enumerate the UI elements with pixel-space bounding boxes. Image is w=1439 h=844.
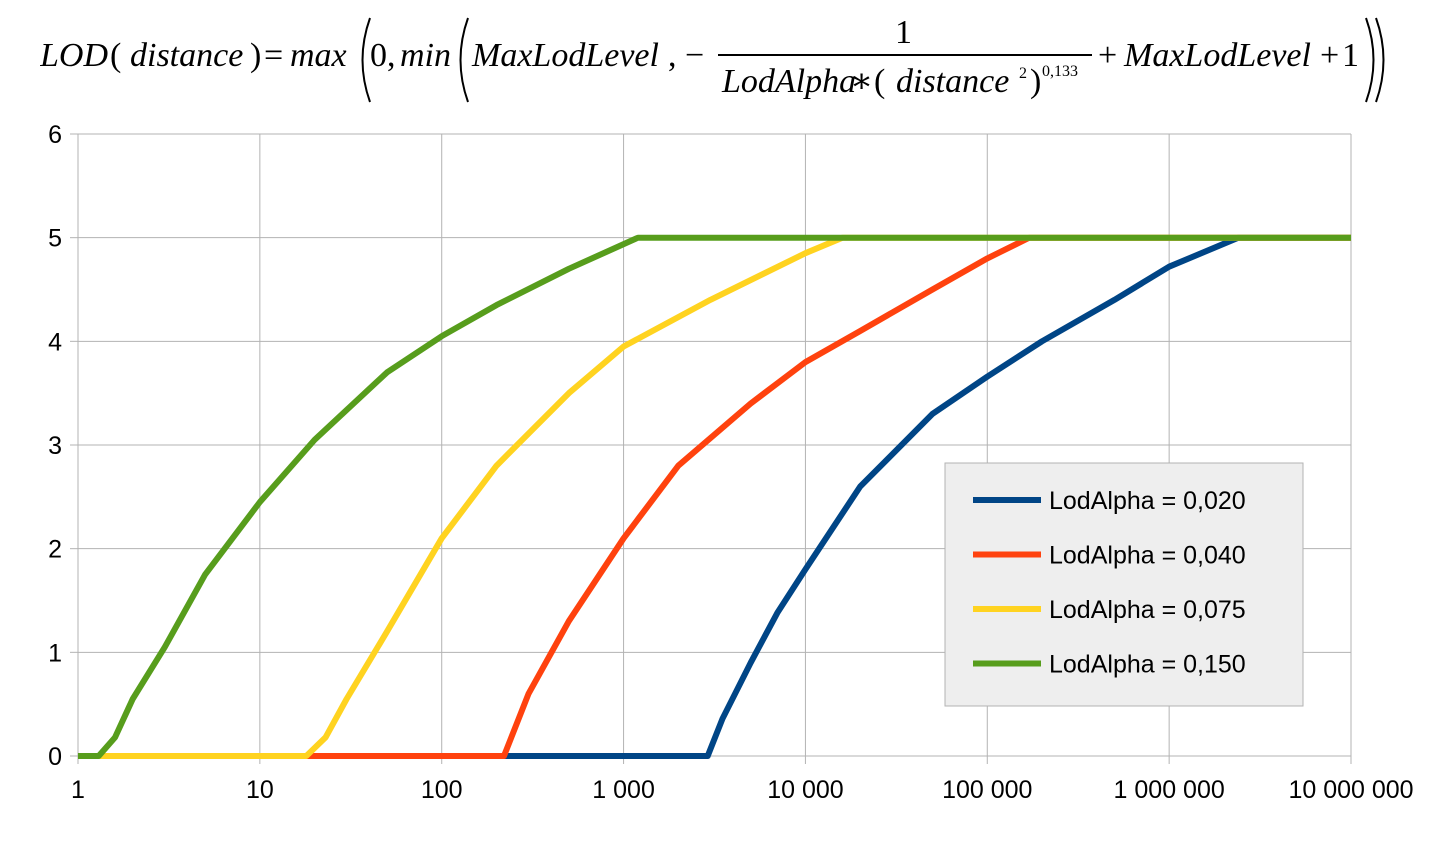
big-paren-right xyxy=(1375,17,1385,103)
formula-paren: ) xyxy=(1030,63,1041,100)
formula-fn-max: max xyxy=(290,37,347,74)
big-paren-right xyxy=(1365,17,1375,103)
legend-label: LodAlpha = 0,020 xyxy=(1049,487,1246,515)
legend-label: LodAlpha = 0,040 xyxy=(1049,542,1246,570)
formula-max-level: MaxLodLevel xyxy=(471,37,659,74)
formula-lhs-arg: distance xyxy=(130,37,243,74)
x-tick-label: 1 000 000 xyxy=(1114,776,1225,804)
y-tick-label: 1 xyxy=(48,639,62,667)
formula-lhs: LOD xyxy=(40,37,108,74)
x-tick-label: 100 xyxy=(421,776,463,804)
formula-den-distance: distance xyxy=(896,63,1009,100)
x-tick-label: 1 000 xyxy=(592,776,655,804)
series-line xyxy=(78,234,1351,759)
legend-label: LodAlpha = 0,075 xyxy=(1049,596,1246,624)
y-tick-label: 2 xyxy=(48,536,62,564)
series-line xyxy=(78,234,1351,759)
x-tick-label: 10 000 000 xyxy=(1288,776,1413,804)
formula-paren: ) xyxy=(250,37,261,74)
formula-max-level-2: MaxLodLevel xyxy=(1123,37,1311,74)
big-paren-left xyxy=(459,17,469,103)
formula-den-alpha: LodAlpha xyxy=(721,63,856,100)
y-tick-label: 4 xyxy=(48,328,62,356)
formula-minus: − xyxy=(685,37,704,74)
y-tick-label: 0 xyxy=(48,743,62,771)
formula-den-star: ∗ xyxy=(850,63,873,100)
x-tick-label: 10 000 xyxy=(767,776,843,804)
formula-one: 1 xyxy=(1342,37,1359,74)
series-line xyxy=(78,234,1351,759)
formula-eq: = xyxy=(264,37,283,74)
formula-comma: , xyxy=(668,37,677,74)
legend-label: LodAlpha = 0,150 xyxy=(1049,651,1246,679)
formula-plus-2: + xyxy=(1320,37,1339,74)
formula-zero: 0, xyxy=(370,37,396,74)
formula-fn-min: min xyxy=(400,37,451,74)
x-tick-label: 10 xyxy=(246,776,274,804)
formula-paren: ( xyxy=(874,63,885,100)
series-line xyxy=(78,234,1351,759)
formula-paren: ( xyxy=(110,37,121,74)
y-tick-label: 6 xyxy=(48,121,62,149)
y-tick-label: 5 xyxy=(48,225,62,253)
x-tick-label: 1 xyxy=(71,776,85,804)
x-tick-label: 100 000 xyxy=(942,776,1032,804)
formula-numerator: 1 xyxy=(895,14,912,51)
formula-plus: + xyxy=(1098,37,1117,74)
formula-den-sq: 2 xyxy=(1019,65,1027,82)
big-paren-left xyxy=(361,17,371,103)
formula: LOD ( distance ) = max 0, min MaxLodLeve… xyxy=(40,14,1385,103)
y-tick-label: 3 xyxy=(48,432,62,460)
formula-den-exp: 0,133 xyxy=(1042,63,1078,80)
